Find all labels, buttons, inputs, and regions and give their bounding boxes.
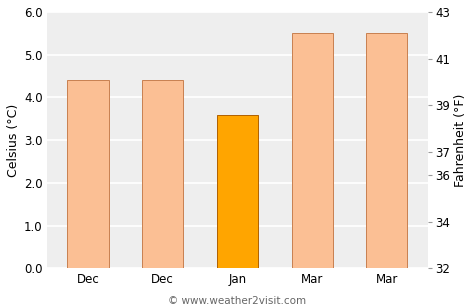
Bar (142, 80, 183, 269)
Text: © www.weather2visit.com: © www.weather2visit.com (168, 297, 306, 306)
Y-axis label: Celsius (°C): Celsius (°C) (7, 103, 20, 177)
Bar (366, 33, 407, 269)
Bar (217, 115, 258, 269)
Bar (67, 80, 109, 269)
Bar (292, 33, 333, 269)
Y-axis label: Fahrenheit (°F): Fahrenheit (°F) (454, 94, 467, 187)
